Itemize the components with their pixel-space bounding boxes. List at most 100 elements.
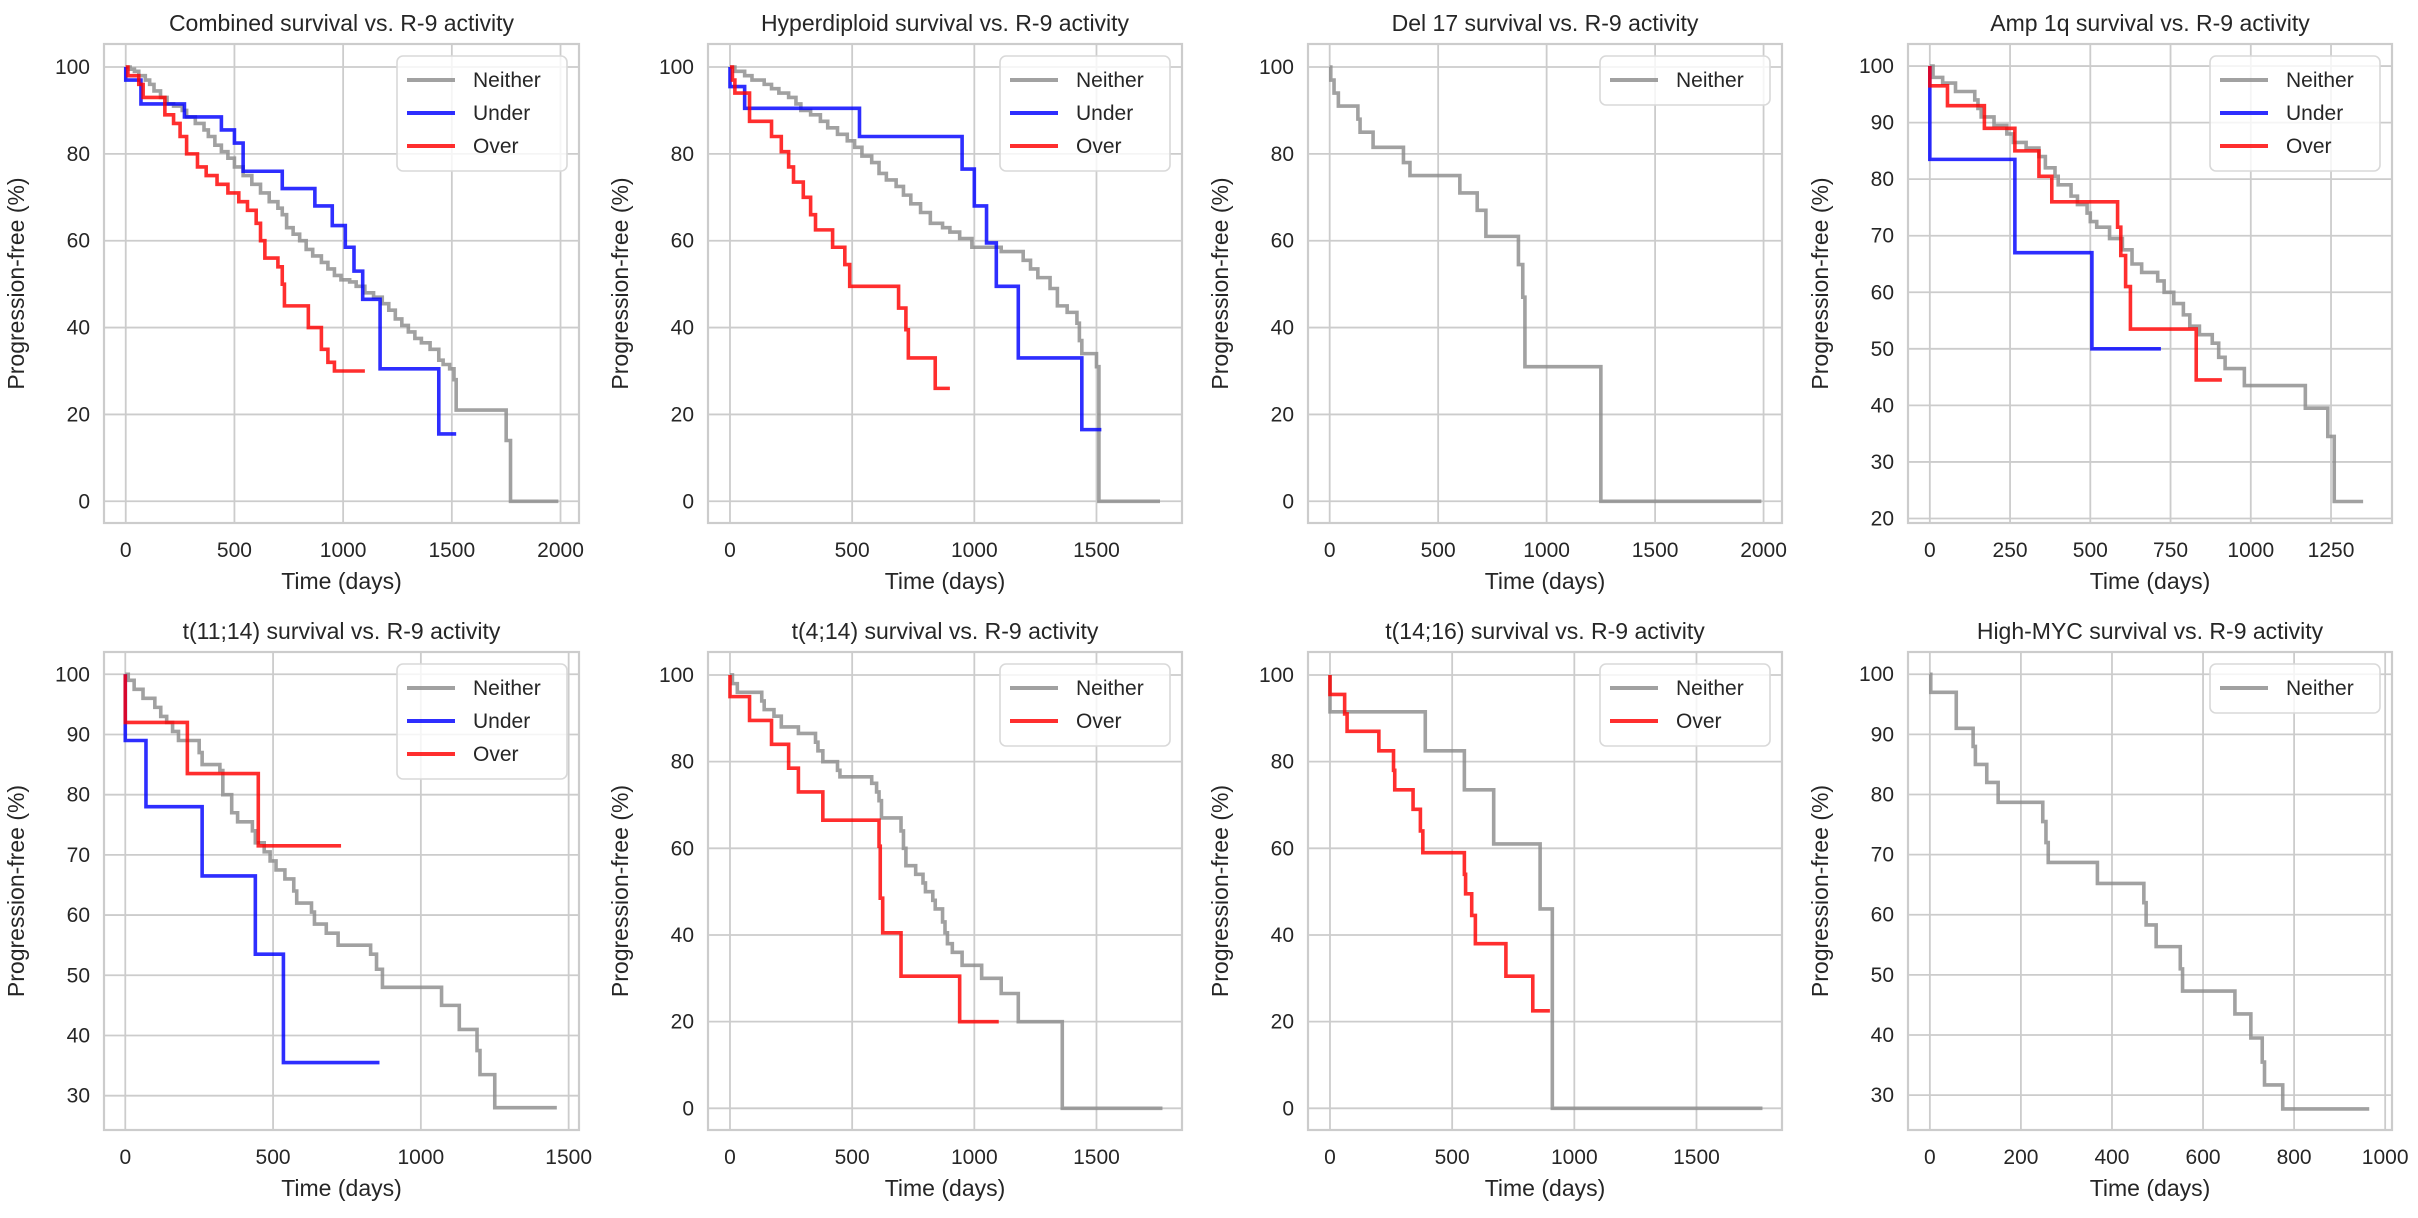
axes-frame (102, 42, 581, 525)
series-line-over (1328, 674, 1550, 1013)
legend-label-neither: Neither (1676, 677, 1744, 700)
x-tick-label: 1500 (1073, 539, 1120, 562)
x-tick-label: 0 (724, 1146, 736, 1169)
series-line-neither (1928, 672, 2370, 1111)
y-tick-label: 90 (1871, 723, 1894, 746)
series-line-under (1928, 66, 2161, 351)
x-tick-label: 1000 (1551, 1146, 1598, 1169)
y-tick-label: 60 (67, 904, 90, 927)
legend-box (396, 55, 568, 172)
x-tick-label: 400 (2094, 1146, 2129, 1169)
chart-panel: 0 500 1000 1500 0 20 40 60 80 100 Hyperdiploid sur… (607, 10, 1184, 594)
series-line-neither (1328, 674, 1763, 1111)
legend: Neither Over (999, 663, 1171, 747)
y-tick-label: 60 (67, 230, 90, 253)
x-tick-label: 1000 (951, 539, 998, 562)
legend-label-over: Over (1076, 135, 1122, 158)
legend-label-over: Over (1676, 710, 1722, 733)
panel-title: Hyperdiploid survival vs. R-9 activity (761, 10, 1130, 36)
x-tick-label: 600 (2186, 1146, 2221, 1169)
x-tick-label: 750 (2153, 539, 2188, 562)
x-tick-label: 1000 (951, 1146, 998, 1169)
y-axis-label: Progression-free (%) (1207, 785, 1233, 997)
series-line-neither (125, 672, 557, 1110)
x-tick-label: 500 (217, 539, 252, 562)
x-axis-label: Time (days) (1485, 1175, 1606, 1201)
y-tick-label: 0 (78, 490, 90, 513)
x-tick-label: 0 (1324, 1146, 1336, 1169)
y-tick-label: 100 (1859, 663, 1894, 686)
x-tick-label: 500 (2073, 539, 2108, 562)
x-tick-label: 500 (256, 1146, 291, 1169)
y-axis-label: Progression-free (%) (607, 177, 633, 389)
legend-box (999, 55, 1171, 172)
y-tick-label: 100 (659, 56, 694, 79)
y-tick-label: 80 (671, 751, 694, 774)
legend-label-over: Over (2286, 135, 2332, 158)
y-tick-label: 90 (1871, 112, 1894, 135)
y-tick-label: 80 (1271, 143, 1294, 166)
series-line-over (125, 65, 365, 373)
y-tick-label: 80 (67, 784, 90, 807)
y-tick-label: 0 (1282, 490, 1294, 513)
chart-panel: 0 500 1000 1500 2000 0 20 40 60 80 100 Combined sur… (3, 10, 584, 594)
series-line-neither (1328, 65, 1762, 504)
x-tick-label: 1000 (320, 539, 367, 562)
x-tick-label: 500 (835, 539, 870, 562)
panel-title: Combined survival vs. R-9 activity (169, 10, 515, 36)
x-tick-label: 500 (1435, 1146, 1470, 1169)
legend-label-neither: Neither (1076, 677, 1144, 700)
y-tick-label: 70 (1871, 225, 1894, 248)
y-tick-label: 20 (1271, 403, 1294, 426)
legend-label-over: Over (473, 135, 519, 158)
series-line-under (123, 67, 457, 436)
y-tick-label: 100 (659, 664, 694, 687)
x-tick-label: 500 (1421, 539, 1456, 562)
x-tick-label: 1000 (2362, 1146, 2409, 1169)
x-tick-label: 500 (835, 1146, 870, 1169)
y-axis-label: Progression-free (%) (1807, 785, 1833, 997)
series-line-over (1928, 66, 2222, 382)
legend-label-under: Under (2286, 102, 2343, 125)
axes-frame (1906, 650, 2394, 1132)
y-tick-label: 0 (682, 1097, 694, 1120)
y-tick-label: 60 (1871, 904, 1894, 927)
y-tick-label: 20 (1871, 507, 1894, 530)
y-tick-label: 30 (67, 1085, 90, 1108)
y-tick-label: 70 (1871, 844, 1894, 867)
y-tick-label: 60 (671, 837, 694, 860)
panel-title: t(11;14) survival vs. R-9 activity (183, 618, 501, 644)
legend-label-under: Under (473, 710, 530, 733)
y-tick-label: 50 (1871, 964, 1894, 987)
y-tick-label: 80 (1871, 783, 1894, 806)
legend-box (1599, 663, 1771, 747)
chart-panel: 0 250 500 750 1000 1250 20 30 40 50 60 70 80 90 100 Amp… (1807, 10, 2394, 594)
y-tick-label: 50 (67, 964, 90, 987)
series-line-neither (729, 65, 1161, 504)
y-tick-label: 20 (671, 1011, 694, 1034)
x-tick-label: 0 (1324, 539, 1336, 562)
y-tick-label: 70 (67, 844, 90, 867)
x-axis-label: Time (days) (1485, 568, 1606, 594)
y-tick-label: 60 (1271, 230, 1294, 253)
y-tick-label: 100 (1259, 664, 1294, 687)
legend-label-under: Under (1076, 102, 1133, 125)
legend: Neither Under Over (2209, 55, 2381, 172)
legend: Neither Under Over (999, 55, 1171, 172)
legend-label-over: Over (473, 743, 519, 766)
legend-label-over: Over (1076, 710, 1122, 733)
y-tick-label: 40 (67, 317, 90, 340)
y-tick-label: 20 (67, 403, 90, 426)
legend: Neither Under Over (396, 55, 568, 172)
x-tick-label: 1500 (428, 539, 475, 562)
x-axis-label: Time (days) (281, 1175, 402, 1201)
y-tick-label: 40 (1271, 924, 1294, 947)
x-tick-label: 2000 (537, 539, 584, 562)
x-axis-label: Time (days) (885, 1175, 1006, 1201)
x-tick-label: 1000 (2227, 539, 2274, 562)
y-tick-label: 40 (1871, 394, 1894, 417)
y-tick-label: 100 (1259, 56, 1294, 79)
x-tick-label: 0 (119, 1146, 131, 1169)
axes-frame (1906, 42, 2394, 525)
panel-title: t(4;14) survival vs. R-9 activity (792, 618, 1099, 644)
